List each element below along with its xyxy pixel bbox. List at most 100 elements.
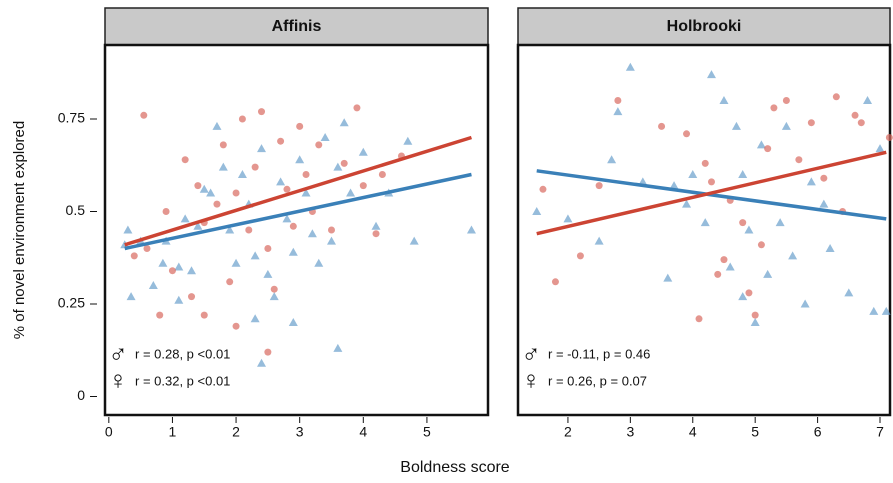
point bbox=[333, 343, 343, 352]
point bbox=[238, 115, 246, 123]
point bbox=[296, 122, 304, 130]
panel-header bbox=[104, 7, 489, 46]
point bbox=[744, 225, 754, 234]
point bbox=[788, 251, 798, 260]
y-tick-label: 0.5 bbox=[66, 202, 86, 218]
point bbox=[738, 170, 748, 178]
point bbox=[156, 311, 164, 319]
point bbox=[199, 184, 209, 193]
point bbox=[563, 214, 573, 223]
point bbox=[832, 93, 840, 101]
point bbox=[844, 288, 854, 297]
x-tick-label: 4 bbox=[359, 424, 367, 440]
sex-symbol: ♀ bbox=[108, 365, 128, 395]
point bbox=[700, 218, 710, 227]
point bbox=[688, 170, 698, 178]
point bbox=[551, 278, 559, 286]
point bbox=[206, 188, 216, 197]
point bbox=[738, 292, 748, 301]
point bbox=[333, 162, 343, 171]
x-tick-label: 6 bbox=[814, 424, 822, 440]
point bbox=[148, 281, 158, 289]
point bbox=[250, 314, 260, 323]
point bbox=[750, 318, 760, 326]
x-tick-label: 0 bbox=[105, 424, 113, 440]
panel-title: Affinis bbox=[272, 18, 322, 35]
point bbox=[825, 244, 835, 252]
point bbox=[719, 96, 729, 104]
point bbox=[180, 214, 190, 223]
point bbox=[181, 156, 189, 164]
point bbox=[695, 315, 703, 323]
point bbox=[276, 177, 286, 186]
point bbox=[237, 170, 247, 178]
y-tick-label: 0 bbox=[77, 387, 85, 403]
point bbox=[751, 311, 759, 319]
x-tick-label: 3 bbox=[626, 424, 634, 440]
point bbox=[140, 111, 148, 119]
point bbox=[594, 236, 604, 245]
point bbox=[327, 226, 335, 234]
point bbox=[257, 358, 267, 367]
point bbox=[283, 185, 291, 193]
point bbox=[857, 119, 865, 127]
point bbox=[123, 225, 133, 234]
panel-header bbox=[517, 7, 891, 46]
sex-symbol: ♂ bbox=[108, 338, 128, 368]
point bbox=[126, 292, 136, 301]
x-tick-label: 3 bbox=[296, 424, 304, 440]
point bbox=[295, 155, 305, 164]
x-tick-label: 4 bbox=[689, 424, 697, 440]
x-tick-label: 5 bbox=[751, 424, 759, 440]
point bbox=[158, 258, 168, 267]
y-tick-label: 0.75 bbox=[58, 110, 85, 126]
point bbox=[245, 226, 253, 234]
point bbox=[353, 104, 361, 112]
point bbox=[168, 267, 176, 275]
point bbox=[869, 306, 879, 315]
point bbox=[264, 245, 272, 252]
point bbox=[720, 256, 728, 264]
point bbox=[315, 141, 323, 149]
point bbox=[820, 174, 828, 182]
point bbox=[763, 269, 773, 278]
point bbox=[739, 219, 747, 227]
point bbox=[466, 225, 476, 234]
point bbox=[403, 136, 413, 145]
x-tick-label: 5 bbox=[423, 424, 431, 440]
point bbox=[682, 199, 692, 208]
sex-symbol: ♂ bbox=[521, 338, 541, 368]
point bbox=[371, 221, 381, 230]
stat-annotation: r = -0.11, p = 0.46 bbox=[548, 346, 650, 361]
point bbox=[346, 188, 356, 197]
point bbox=[409, 236, 419, 245]
point bbox=[269, 292, 279, 301]
point bbox=[745, 289, 753, 297]
point bbox=[320, 133, 330, 141]
x-tick-label: 7 bbox=[876, 424, 884, 440]
point bbox=[339, 118, 349, 127]
sex-symbol: ♀ bbox=[521, 365, 541, 395]
x-tick-label: 2 bbox=[232, 424, 240, 440]
point bbox=[263, 269, 273, 278]
point bbox=[851, 111, 859, 119]
point bbox=[257, 144, 267, 153]
point bbox=[795, 156, 803, 164]
point bbox=[658, 122, 666, 130]
point bbox=[757, 241, 765, 249]
stat-annotation: r = 0.26, p = 0.07 bbox=[548, 373, 647, 388]
point bbox=[863, 96, 873, 104]
point bbox=[194, 182, 202, 190]
point bbox=[607, 155, 617, 164]
point bbox=[307, 229, 317, 238]
point bbox=[187, 266, 197, 275]
point bbox=[595, 182, 603, 190]
point bbox=[288, 247, 298, 256]
point bbox=[706, 70, 716, 79]
point bbox=[302, 171, 310, 178]
point bbox=[314, 258, 324, 267]
point bbox=[875, 144, 885, 153]
y-axis-label: % of novel environment explored bbox=[11, 121, 28, 339]
fit-line bbox=[536, 150, 887, 236]
